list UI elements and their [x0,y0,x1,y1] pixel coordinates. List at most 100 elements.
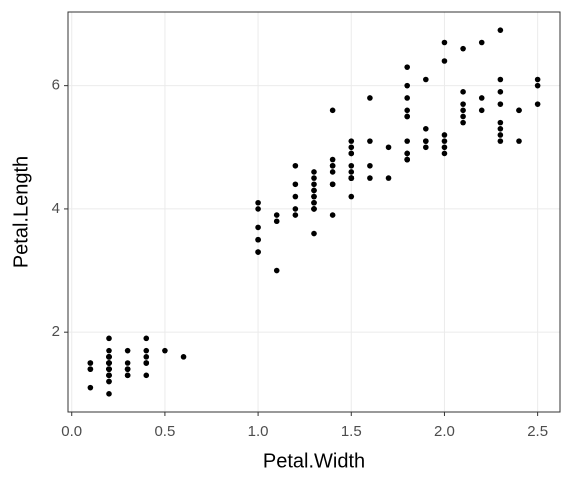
point [329,181,336,188]
point [348,169,355,175]
x-tick-label: 2.5 [527,423,548,440]
point [497,27,504,33]
point [497,89,504,95]
point [367,175,373,181]
point [348,144,355,151]
point [404,64,410,70]
point [106,354,112,360]
point [273,212,280,218]
point [460,113,466,120]
point [423,125,429,132]
point [460,119,466,126]
point [534,76,541,83]
point [329,169,336,175]
y-axis-title: Petal.Length [10,156,32,268]
point [329,162,336,169]
point [311,169,317,175]
point [87,384,94,391]
point [460,101,466,107]
point [385,175,392,181]
point [516,107,522,114]
point [124,372,131,379]
point [497,132,504,138]
point [273,267,280,274]
point [348,175,355,181]
point [292,193,299,200]
point [255,224,261,231]
point [478,39,485,46]
panel [68,12,560,412]
points [87,27,541,397]
point [460,45,466,52]
y-tick-label: 6 [52,77,60,94]
point [143,372,150,379]
point [329,212,336,218]
point [385,144,392,151]
point [106,360,112,366]
point [348,193,355,200]
x-axis-title: Petal.Width [263,450,365,472]
point [497,101,504,107]
point [367,138,373,144]
point [292,181,299,188]
point [460,89,466,95]
point [311,199,317,206]
point [87,360,94,366]
point [255,249,261,255]
point [441,58,448,64]
point [441,132,448,138]
point [516,138,522,144]
point [311,181,317,188]
point [367,95,373,101]
y-tick-label: 4 [52,200,60,217]
point [292,206,299,212]
point [348,138,355,144]
point [497,138,504,144]
point [478,95,485,101]
point [423,76,429,83]
point [255,206,261,212]
point [404,113,410,120]
point [404,138,410,144]
point [441,150,448,157]
point [404,156,410,163]
point [162,347,168,354]
point [124,360,131,366]
point [106,378,112,385]
point [367,162,373,169]
point [311,230,317,237]
point [106,335,112,342]
point [311,175,317,181]
point [441,39,448,46]
point [348,150,355,157]
y-tick-label: 2 [52,323,60,340]
point [143,360,150,366]
point [106,372,112,379]
point [87,366,94,372]
x-tick-label: 0.0 [61,423,82,440]
point [124,347,131,354]
x-tick-label: 2.0 [434,423,455,440]
point [143,335,150,342]
point [180,354,187,360]
point [348,162,355,169]
panel-border [67,11,561,413]
point [404,95,410,101]
point [311,193,317,200]
point [497,76,504,83]
point [273,218,280,225]
point [329,107,336,114]
point [423,138,429,144]
point [441,138,448,144]
point [143,354,150,360]
x-tick-label: 0.5 [154,423,175,440]
point [143,347,150,354]
point [106,391,112,397]
point [441,144,448,151]
point [106,347,112,354]
point [534,82,541,89]
point [497,125,504,132]
point [404,107,410,114]
point [478,107,485,114]
